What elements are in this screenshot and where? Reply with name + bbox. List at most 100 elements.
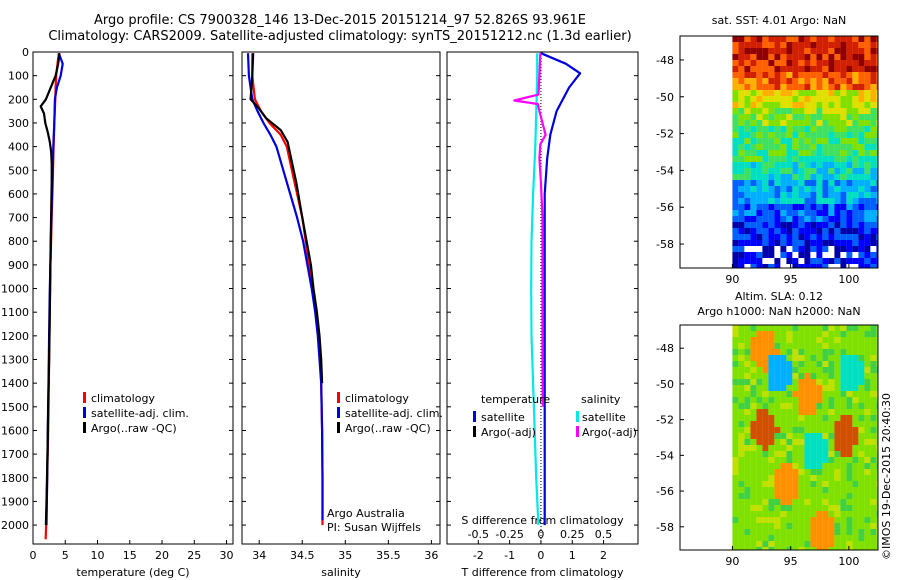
sst-field-cell: [804, 54, 811, 60]
sst-field-cell: [756, 198, 763, 204]
sla-field-cell: [804, 355, 811, 361]
sst-field-cell: [798, 138, 805, 144]
legend-salinity-label: Argo(-adj): [582, 426, 637, 439]
temperature-xtick-label: 10: [91, 549, 105, 562]
sla-field-cell: [762, 535, 769, 541]
sst-field-cell: [780, 36, 787, 42]
salinity-xtick-label: 36: [424, 549, 438, 562]
sla-field-cell: [792, 349, 799, 355]
sst-field-cell: [876, 252, 878, 258]
sla-field-cell: [768, 349, 775, 355]
sla-field-cell: [816, 373, 823, 379]
sst-field-cell: [852, 234, 859, 240]
sst-field-cell: [870, 168, 877, 174]
sst-field-cell: [804, 222, 811, 228]
sla-field-cell: [738, 463, 745, 469]
sst-field-cell: [756, 60, 763, 66]
sst-field-cell: [810, 240, 817, 246]
sst-field-cell: [846, 162, 853, 168]
sla-field-cell: [780, 331, 787, 337]
sst-field-cell: [822, 126, 829, 132]
sst-field-cell: [798, 240, 805, 246]
sla-field-cell: [816, 445, 823, 451]
sst-field-cell: [768, 246, 775, 252]
sla-field-cell: [804, 397, 811, 403]
sla-field-cell: [780, 475, 787, 481]
sst-field-cell: [816, 72, 823, 78]
sst-field-cell: [774, 234, 781, 240]
sla-field-cell: [840, 451, 847, 457]
sst-field-cell: [762, 48, 769, 54]
sla-field-cell: [750, 475, 757, 481]
sla-field-cell: [852, 475, 859, 481]
sla-field-cell: [876, 331, 878, 337]
sla-field-cell: [816, 481, 823, 487]
sst-field-cell: [756, 210, 763, 216]
sst-field-cell: [828, 216, 835, 222]
sst-field-cell: [852, 60, 859, 66]
sla-field-cell: [756, 391, 763, 397]
sst-field-cell: [756, 264, 763, 268]
sla-field-cell: [870, 511, 877, 517]
sla-field-cell: [774, 451, 781, 457]
sla-field-cell: [810, 397, 817, 403]
sla-field-cell: [762, 415, 769, 421]
sst-field-cell: [744, 162, 751, 168]
sla-field-cell: [786, 505, 793, 511]
sla-field-cell: [834, 505, 841, 511]
map-xtick-label: 90: [725, 555, 739, 568]
sst-field-cell: [774, 210, 781, 216]
sla-field-cell: [792, 499, 799, 505]
sla-field-cell: [834, 343, 841, 349]
sst-field-cell: [732, 102, 739, 108]
sst-field-cell: [750, 204, 757, 210]
sst-field-cell: [738, 180, 745, 186]
sla-field-cell: [852, 463, 859, 469]
sla-field-cell: [840, 331, 847, 337]
sst-field-cell: [846, 252, 853, 258]
sla-field-cell: [846, 421, 853, 427]
sst-field-cell: [786, 84, 793, 90]
sst-field-cell: [750, 228, 757, 234]
sst-field-cell: [822, 114, 829, 120]
sst-field-cell: [846, 168, 853, 174]
sla-field-cell: [738, 367, 745, 373]
sla-field-cell: [864, 475, 871, 481]
sla-field-cell: [810, 343, 817, 349]
sst-field-cell: [768, 192, 775, 198]
sst-field-cell: [768, 120, 775, 126]
sla-field-cell: [756, 415, 763, 421]
sst-field-cell: [768, 234, 775, 240]
sla-field-cell: [750, 349, 757, 355]
sla-field-cell: [768, 499, 775, 505]
sla-field-cell: [834, 427, 841, 433]
sla-field-cell: [756, 535, 763, 541]
sst-field-cell: [798, 168, 805, 174]
sst-field-cell: [840, 234, 847, 240]
sst-field-cell: [858, 36, 865, 42]
sla-field-cell: [744, 517, 751, 523]
sst-field-cell: [828, 180, 835, 186]
difference-xtick-label: 2: [600, 549, 607, 562]
legend-salinity-swatch: [576, 411, 579, 422]
sla-field-cell: [750, 517, 757, 523]
sst-field-cell: [732, 240, 739, 246]
sst-field-cell: [738, 66, 745, 72]
sst-field-cell: [750, 42, 757, 48]
sst-field-cell: [822, 48, 829, 54]
sst-map-title: sat. SST: 4.01 Argo: NaN: [712, 14, 846, 27]
sst-field-cell: [750, 126, 757, 132]
sla-field-cell: [756, 505, 763, 511]
sla-field-cell: [774, 409, 781, 415]
sla-field-cell: [762, 439, 769, 445]
sst-field-cell: [828, 186, 835, 192]
sst-field-cell: [822, 138, 829, 144]
sla-field-cell: [822, 397, 829, 403]
sst-field-cell: [756, 252, 763, 258]
sla-field-cell: [792, 421, 799, 427]
sst-field-cell: [786, 222, 793, 228]
sst-field-cell: [852, 246, 859, 252]
sst-field-cell: [870, 36, 877, 42]
sla-field-cell: [828, 415, 835, 421]
sla-field-cell: [750, 415, 757, 421]
